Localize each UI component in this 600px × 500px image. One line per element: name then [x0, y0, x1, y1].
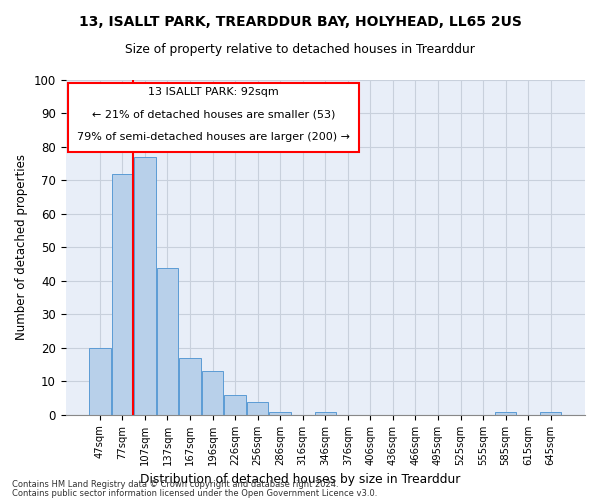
Bar [179, 358, 201, 415]
Bar [112, 174, 133, 415]
Bar [89, 348, 110, 415]
Bar [314, 412, 336, 415]
Bar [540, 412, 562, 415]
Bar [157, 268, 178, 415]
Text: Contains HM Land Registry data © Crown copyright and database right 2024.: Contains HM Land Registry data © Crown c… [12, 480, 338, 489]
Text: ← 21% of detached houses are smaller (53): ← 21% of detached houses are smaller (53… [92, 109, 335, 119]
Text: 79% of semi-detached houses are larger (200) →: 79% of semi-detached houses are larger (… [77, 132, 350, 142]
FancyBboxPatch shape [68, 84, 359, 152]
Bar [269, 412, 291, 415]
Bar [202, 372, 223, 415]
Text: Size of property relative to detached houses in Trearddur: Size of property relative to detached ho… [125, 42, 475, 56]
Text: 13 ISALLT PARK: 92sqm: 13 ISALLT PARK: 92sqm [148, 86, 279, 97]
Bar [134, 157, 155, 415]
Text: 13, ISALLT PARK, TREARDDUR BAY, HOLYHEAD, LL65 2US: 13, ISALLT PARK, TREARDDUR BAY, HOLYHEAD… [79, 15, 521, 29]
Bar [495, 412, 517, 415]
Text: Contains public sector information licensed under the Open Government Licence v3: Contains public sector information licen… [12, 488, 377, 498]
Bar [224, 395, 246, 415]
Y-axis label: Number of detached properties: Number of detached properties [15, 154, 28, 340]
Text: Distribution of detached houses by size in Trearddur: Distribution of detached houses by size … [140, 472, 460, 486]
Bar [247, 402, 268, 415]
